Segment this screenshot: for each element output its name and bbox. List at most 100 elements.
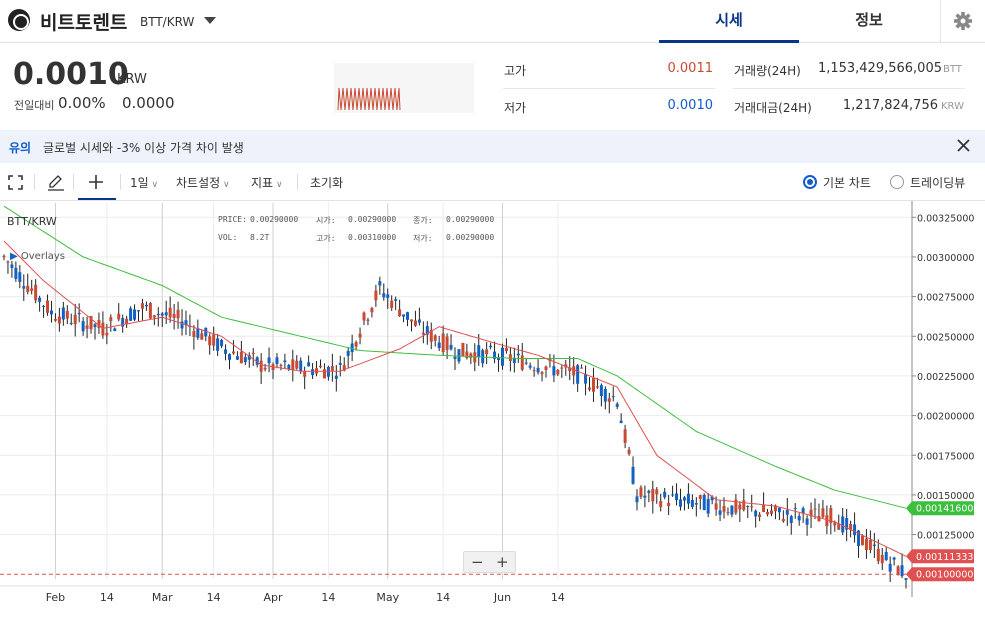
candle-body bbox=[773, 505, 777, 512]
candle-body bbox=[235, 356, 239, 360]
pencil-icon[interactable] bbox=[47, 174, 65, 191]
candle-body bbox=[797, 516, 801, 521]
candle-body bbox=[849, 523, 853, 530]
ohlc-open-label: 시가: bbox=[316, 216, 336, 225]
high-value: 0.0011 bbox=[667, 61, 714, 76]
candle-body bbox=[584, 373, 588, 384]
candle-body bbox=[247, 355, 251, 360]
candle-body bbox=[793, 507, 797, 509]
candle-body bbox=[10, 264, 14, 268]
tradingview-radio[interactable] bbox=[890, 175, 904, 189]
interval-label: 1일 bbox=[130, 176, 149, 190]
chart-settings-dropdown[interactable]: 차트설정 ∨ bbox=[176, 174, 230, 191]
candle-body bbox=[603, 388, 607, 402]
candle-body bbox=[409, 319, 413, 322]
candle-body bbox=[6, 261, 10, 263]
low-value: 0.0010 bbox=[667, 98, 714, 113]
candle-body bbox=[655, 489, 659, 495]
candle-body bbox=[413, 320, 417, 326]
x-tick-label: Feb bbox=[46, 591, 65, 604]
fullscreen-icon[interactable] bbox=[8, 175, 23, 190]
candle-body bbox=[453, 356, 457, 360]
candle-body bbox=[358, 333, 362, 338]
x-tick-label: 14 bbox=[551, 591, 565, 604]
candle-body bbox=[619, 420, 623, 424]
tradingview-label[interactable]: 트레이딩뷰 bbox=[910, 176, 966, 190]
settings-button[interactable] bbox=[940, 0, 985, 43]
candle-body bbox=[46, 300, 50, 313]
close-icon[interactable] bbox=[955, 136, 973, 156]
candle-body bbox=[382, 293, 386, 298]
candle-body bbox=[133, 309, 137, 320]
candle-body bbox=[714, 503, 718, 510]
candle-body bbox=[109, 317, 113, 322]
candle-body bbox=[417, 319, 421, 323]
candle-body bbox=[789, 516, 793, 524]
candle-body bbox=[406, 312, 410, 320]
zoom-in-button[interactable]: + bbox=[496, 553, 509, 571]
chevron-down-icon[interactable] bbox=[204, 17, 216, 24]
candle-body bbox=[516, 353, 520, 356]
interval-dropdown[interactable]: 1일 ∨ bbox=[130, 174, 158, 191]
candle-body bbox=[172, 314, 176, 318]
candle-body bbox=[576, 365, 580, 384]
candle-body bbox=[659, 501, 663, 508]
candle-body bbox=[762, 504, 766, 513]
tab-market[interactable]: 시세 bbox=[659, 0, 799, 43]
y-tick-label: 0.00250000 bbox=[917, 332, 974, 343]
price-marker bbox=[906, 549, 974, 564]
candle-body bbox=[813, 508, 817, 510]
candle-body bbox=[461, 342, 465, 357]
candle-body bbox=[148, 302, 152, 319]
candle-body bbox=[730, 505, 734, 515]
price-marker-label: 0.00100000 bbox=[916, 570, 973, 581]
price-chart[interactable]: 0.00325000 0.00300000 0.00275000 0.00250000… bbox=[0, 201, 985, 617]
x-tick-label: 14 bbox=[436, 591, 450, 604]
zoom-out-button[interactable]: − bbox=[471, 553, 484, 571]
candle-body bbox=[243, 357, 247, 363]
candle-body bbox=[718, 510, 722, 515]
volume-label: 거래량(24H) bbox=[734, 64, 801, 78]
candle-body bbox=[580, 367, 584, 369]
candle-body bbox=[682, 497, 686, 501]
chart-symbol: BTT/KRW bbox=[7, 215, 57, 228]
candle-body bbox=[224, 349, 228, 354]
top-bar: 비트토렌트 BTT/KRW 시세 정보 bbox=[0, 0, 985, 43]
candle-body bbox=[239, 351, 243, 364]
crosshair-icon[interactable] bbox=[88, 174, 104, 190]
current-price: 0.0010 bbox=[13, 57, 129, 92]
candle-body bbox=[137, 310, 141, 312]
candlestick-chart[interactable]: 0.00325000 0.00300000 0.00275000 0.00250000… bbox=[0, 201, 985, 617]
candle-body bbox=[663, 491, 667, 498]
candle-body bbox=[465, 351, 469, 358]
candle-body bbox=[500, 347, 504, 366]
candle-body bbox=[888, 563, 892, 572]
candle-body bbox=[97, 320, 101, 328]
candle-body bbox=[338, 362, 342, 365]
tab-info[interactable]: 정보 bbox=[855, 11, 883, 29]
candle-body bbox=[508, 354, 512, 362]
candle-body bbox=[599, 385, 603, 397]
indicators-dropdown[interactable]: 지표 ∨ bbox=[251, 174, 283, 191]
candle-body bbox=[251, 352, 255, 354]
candle-body bbox=[532, 370, 536, 372]
candle-body bbox=[117, 313, 121, 320]
overlays-toggle[interactable]: ▶ Overlays bbox=[10, 251, 65, 262]
candle-body bbox=[125, 318, 129, 325]
candle-body bbox=[568, 367, 572, 372]
candle-body bbox=[156, 313, 160, 316]
candle-body bbox=[255, 357, 259, 365]
candle-body bbox=[204, 327, 208, 337]
candle-body bbox=[441, 333, 445, 353]
candle-body bbox=[588, 387, 592, 390]
gear-icon bbox=[954, 12, 972, 30]
candle-body bbox=[342, 365, 346, 371]
reset-button[interactable]: 초기화 bbox=[310, 176, 344, 190]
candle-body bbox=[49, 310, 53, 315]
coin-name[interactable]: 비트토렌트 bbox=[40, 12, 128, 34]
basic-chart-radio[interactable] bbox=[803, 175, 817, 189]
basic-chart-label[interactable]: 기본 차트 bbox=[823, 176, 871, 190]
candle-body bbox=[212, 334, 216, 346]
candle-body bbox=[738, 504, 742, 510]
coin-pair[interactable]: BTT/KRW bbox=[140, 15, 195, 29]
